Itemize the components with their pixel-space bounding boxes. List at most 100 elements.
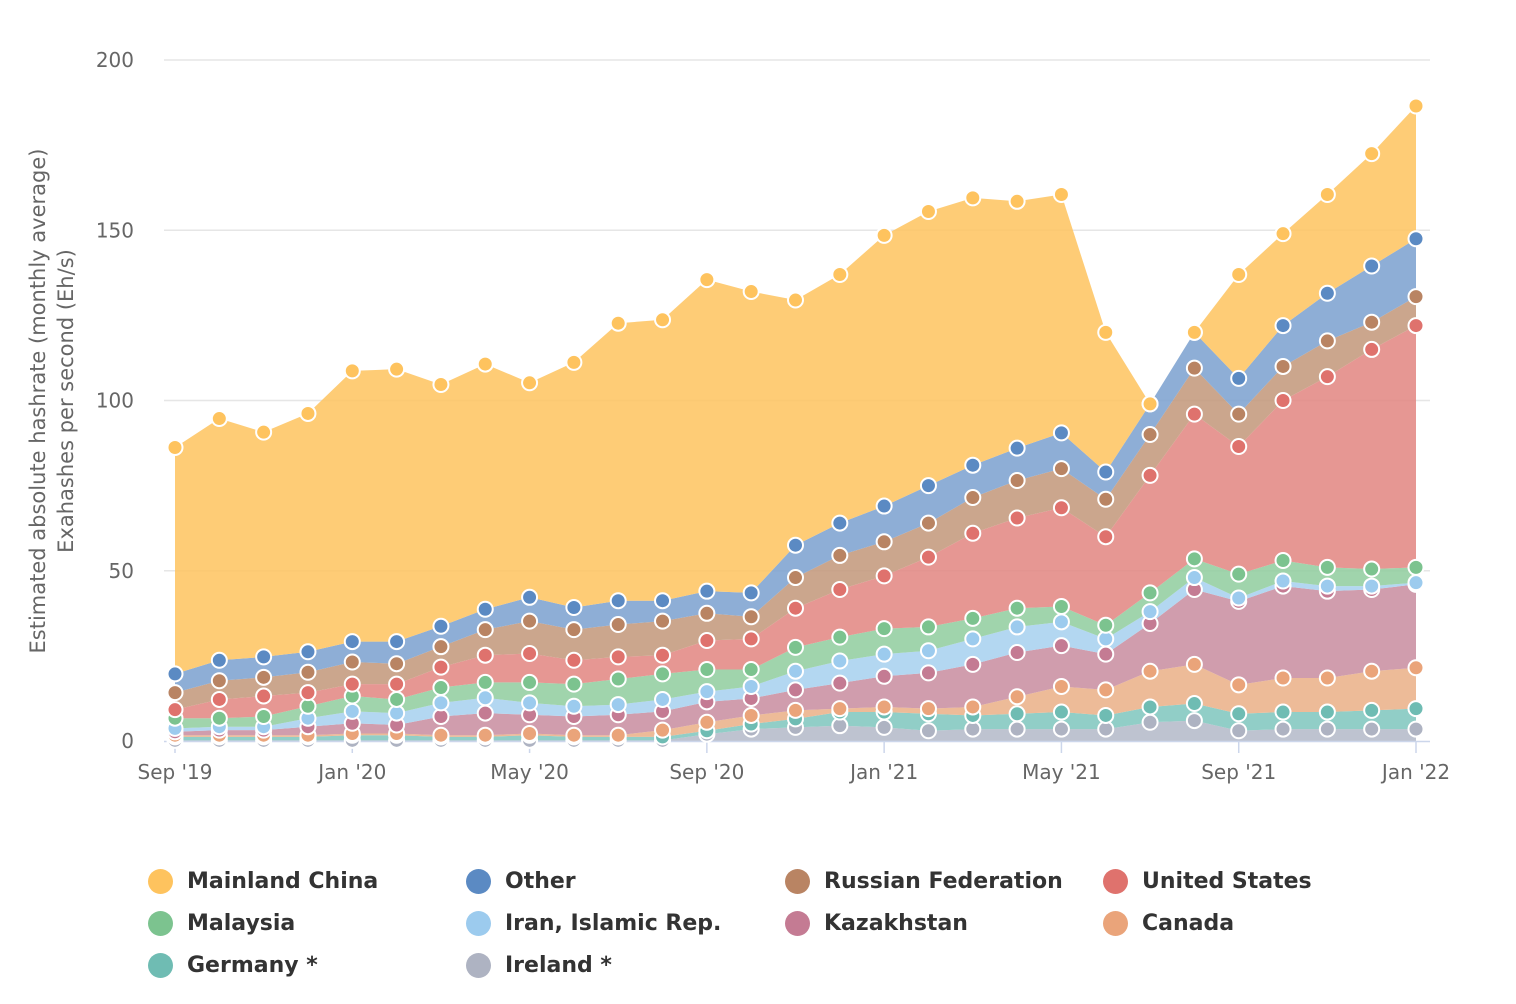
point-other[interactable]: [831, 514, 849, 532]
point-united-states[interactable]: [698, 632, 716, 650]
point-russian-federation[interactable]: [343, 653, 361, 671]
point-mainland-china[interactable]: [432, 376, 450, 393]
point-canada[interactable]: [521, 725, 539, 743]
point-iran-islamic-rep[interactable]: [343, 702, 361, 720]
point-kazakhstan[interactable]: [787, 681, 804, 699]
point-germany[interactable]: [1052, 703, 1070, 721]
point-united-states[interactable]: [1008, 509, 1026, 527]
legend-item-canada[interactable]: Canada: [1103, 906, 1234, 940]
point-mainland-china[interactable]: [1097, 323, 1115, 341]
point-russian-federation[interactable]: [654, 612, 672, 630]
legend-item-germany[interactable]: Germany *: [148, 948, 318, 982]
point-other[interactable]: [299, 643, 317, 661]
point-other[interactable]: [698, 582, 716, 600]
point-united-states[interactable]: [1274, 392, 1292, 409]
point-other[interactable]: [919, 477, 937, 495]
legend-item-united-states[interactable]: United States: [1103, 864, 1312, 898]
point-ireland[interactable]: [1407, 720, 1425, 738]
point-malaysia[interactable]: [476, 673, 494, 691]
point-united-states[interactable]: [388, 675, 406, 693]
point-iran-islamic-rep[interactable]: [1407, 574, 1425, 592]
point-kazakhstan[interactable]: [919, 664, 937, 682]
point-russian-federation[interactable]: [831, 546, 849, 564]
point-malaysia[interactable]: [831, 628, 849, 646]
point-russian-federation[interactable]: [964, 489, 982, 507]
point-mainland-china[interactable]: [476, 355, 494, 373]
point-malaysia[interactable]: [1407, 558, 1425, 576]
point-ireland[interactable]: [1363, 720, 1381, 738]
legend-item-iran-islamic-rep[interactable]: Iran, Islamic Rep.: [466, 906, 721, 940]
point-other[interactable]: [1363, 257, 1381, 275]
point-other[interactable]: [1230, 369, 1248, 387]
point-mainland-china[interactable]: [831, 266, 849, 284]
point-canada[interactable]: [476, 726, 494, 744]
point-other[interactable]: [654, 592, 672, 610]
point-other[interactable]: [476, 600, 494, 618]
point-iran-islamic-rep[interactable]: [1318, 577, 1336, 595]
point-other[interactable]: [1008, 439, 1026, 457]
point-other[interactable]: [1407, 230, 1425, 248]
point-united-states[interactable]: [831, 580, 849, 598]
point-united-states[interactable]: [787, 599, 804, 617]
point-malaysia[interactable]: [964, 609, 982, 627]
point-mainland-china[interactable]: [742, 283, 760, 301]
point-kazakhstan[interactable]: [1097, 645, 1115, 663]
legend-item-kazakhstan[interactable]: Kazakhstan: [785, 906, 968, 940]
point-mainland-china[interactable]: [1230, 266, 1248, 284]
point-canada[interactable]: [565, 726, 583, 744]
point-other[interactable]: [1274, 317, 1292, 335]
point-united-states[interactable]: [654, 646, 672, 664]
point-russian-federation[interactable]: [1185, 359, 1203, 377]
point-germany[interactable]: [1318, 703, 1336, 721]
point-mainland-china[interactable]: [1363, 145, 1381, 163]
point-germany[interactable]: [1008, 705, 1026, 723]
point-russian-federation[interactable]: [698, 604, 716, 622]
point-russian-federation[interactable]: [1230, 405, 1248, 423]
point-malaysia[interactable]: [1141, 584, 1159, 602]
point-russian-federation[interactable]: [432, 638, 450, 656]
point-russian-federation[interactable]: [1097, 490, 1115, 508]
point-canada[interactable]: [1274, 669, 1292, 687]
point-kazakhstan[interactable]: [831, 674, 849, 692]
legend-item-ireland[interactable]: Ireland *: [466, 948, 612, 982]
point-iran-islamic-rep[interactable]: [1185, 569, 1203, 587]
point-mainland-china[interactable]: [521, 374, 539, 392]
point-other[interactable]: [255, 648, 273, 666]
point-malaysia[interactable]: [210, 709, 228, 727]
point-malaysia[interactable]: [1052, 598, 1070, 615]
point-germany[interactable]: [1185, 695, 1203, 713]
point-united-states[interactable]: [1097, 528, 1115, 546]
point-united-states[interactable]: [1052, 499, 1070, 517]
point-mainland-china[interactable]: [698, 271, 716, 289]
point-united-states[interactable]: [343, 675, 361, 693]
point-ireland[interactable]: [1274, 720, 1292, 738]
point-iran-islamic-rep[interactable]: [1052, 613, 1070, 631]
point-canada[interactable]: [875, 698, 893, 716]
point-united-states[interactable]: [565, 651, 583, 669]
point-mainland-china[interactable]: [343, 362, 361, 380]
point-iran-islamic-rep[interactable]: [1363, 577, 1381, 595]
point-malaysia[interactable]: [698, 661, 716, 678]
point-russian-federation[interactable]: [1008, 472, 1026, 490]
point-russian-federation[interactable]: [1141, 426, 1159, 444]
point-iran-islamic-rep[interactable]: [476, 689, 494, 707]
point-united-states[interactable]: [1230, 437, 1248, 455]
point-other[interactable]: [1052, 424, 1070, 442]
point-other[interactable]: [565, 599, 583, 617]
point-united-states[interactable]: [521, 644, 539, 662]
point-iran-islamic-rep[interactable]: [1141, 603, 1159, 621]
point-other[interactable]: [609, 592, 627, 610]
point-other[interactable]: [521, 588, 539, 606]
point-mainland-china[interactable]: [1008, 192, 1026, 210]
point-united-states[interactable]: [1363, 340, 1381, 358]
point-iran-islamic-rep[interactable]: [875, 645, 893, 663]
point-malaysia[interactable]: [742, 661, 760, 678]
point-russian-federation[interactable]: [521, 612, 539, 630]
point-kazakhstan[interactable]: [875, 667, 893, 685]
point-mainland-china[interactable]: [1185, 323, 1203, 341]
point-russian-federation[interactable]: [476, 621, 494, 639]
point-germany[interactable]: [1274, 703, 1292, 721]
point-russian-federation[interactable]: [1274, 357, 1292, 375]
point-ireland[interactable]: [1008, 720, 1026, 738]
point-kazakhstan[interactable]: [476, 704, 494, 722]
